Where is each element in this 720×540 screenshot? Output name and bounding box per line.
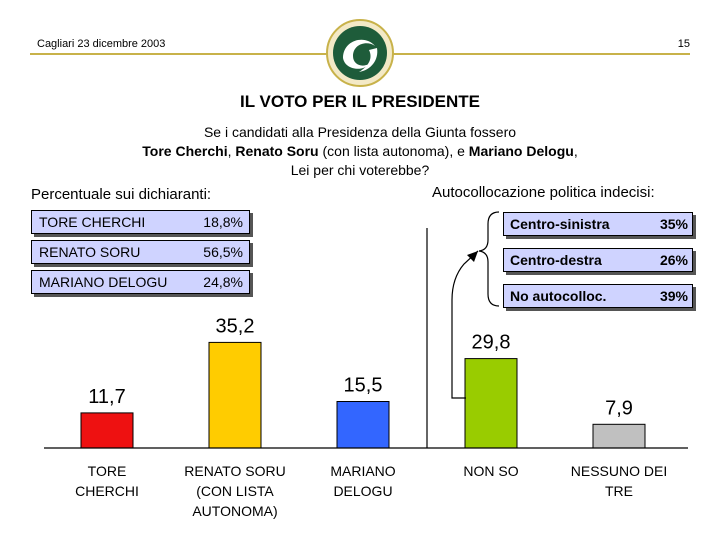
- left-box-soru: RENATO SORU 56,5%: [31, 240, 250, 264]
- right-panel-heading: Autocollocazione politica indecisi:: [432, 184, 655, 201]
- bar-value-label-3: 29,8: [472, 332, 511, 354]
- right-box-name: Centro-sinistra: [510, 216, 610, 232]
- right-box-no-autocolloc: No autocolloc. 39%: [503, 284, 693, 308]
- left-panel-heading: Percentuale sui dichiaranti:: [31, 186, 212, 203]
- subtitle-line-2: Tore Cherchi, Renato Soru (con lista aut…: [0, 143, 720, 159]
- bar-0: [80, 412, 134, 449]
- right-box-name: No autocolloc.: [510, 288, 607, 304]
- left-box-value: 56,5%: [203, 244, 243, 260]
- logo-emblem: [326, 19, 394, 87]
- candidate-delogu: Mariano Delogu: [468, 143, 574, 159]
- bar-2: [336, 401, 390, 449]
- bar-value-label-2: 15,5: [344, 375, 383, 397]
- left-box-delogu: MARIANO DELOGU 24,8%: [31, 270, 250, 294]
- candidate-soru: Renato Soru: [235, 143, 319, 159]
- page-title: IL VOTO PER IL PRESIDENTE: [240, 92, 480, 111]
- right-box-value: 39%: [659, 288, 688, 304]
- right-box-value: 26%: [659, 252, 688, 268]
- right-box-centro-destra: Centro-destra 26%: [503, 248, 693, 272]
- pointer-arrow: [451, 250, 479, 399]
- bar-1: [208, 341, 262, 449]
- subtitle-sep-2: (con lista autonoma), e: [318, 143, 469, 159]
- bar-3: [464, 358, 518, 449]
- left-box-cherchi: TORE CHERCHI 18,8%: [31, 210, 250, 234]
- left-box-name: RENATO SORU: [39, 244, 141, 260]
- category-label-0: TORE CHERCHI: [75, 463, 139, 499]
- left-box-name: MARIANO DELOGU: [39, 274, 168, 290]
- left-box-value: 24,8%: [203, 274, 243, 290]
- subtitle-line-1: Se i candidati alla Presidenza della Giu…: [203, 124, 517, 140]
- bar-value-label-0: 11,7: [88, 386, 125, 408]
- subtitle-line-3: Lei per chi voterebbe?: [290, 162, 430, 178]
- subtitle-sep-3: ,: [573, 143, 578, 159]
- candidate-cherchi: Tore Cherchi: [142, 143, 228, 159]
- right-box-value: 35%: [659, 216, 688, 232]
- category-label-2: MARIANO DELOGU: [330, 463, 395, 499]
- left-box-name: TORE CHERCHI: [39, 214, 146, 230]
- pointer-arrowhead: [467, 251, 478, 262]
- left-box-value: 18,8%: [203, 214, 243, 230]
- category-label-4: NESSUNO DEI TRE: [571, 463, 667, 499]
- bar-value-label-4: 7,9: [605, 397, 633, 419]
- brace: [478, 211, 500, 307]
- subtitle-sep-1: ,: [227, 143, 236, 159]
- bar-value-label-1: 35,2: [216, 315, 255, 337]
- page-number: 15: [677, 38, 690, 50]
- category-label-3: NON SO: [463, 463, 518, 479]
- bar-4: [592, 423, 646, 449]
- right-box-centro-sinistra: Centro-sinistra 35%: [503, 212, 693, 236]
- category-label-1: RENATO SORU (CON LISTA AUTONOMA): [184, 463, 285, 519]
- header-date: Cagliari 23 dicembre 2003: [37, 38, 166, 50]
- right-box-name: Centro-destra: [510, 252, 602, 268]
